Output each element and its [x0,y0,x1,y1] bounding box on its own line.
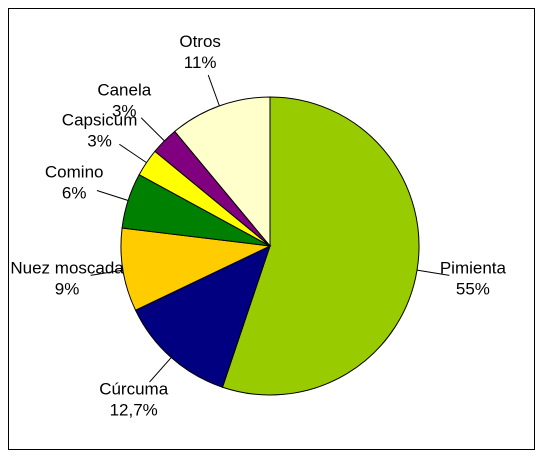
pie-slice [174,96,271,248]
category-label: Cúrcuma [99,379,169,398]
category-label: Canela [97,80,151,99]
category-label: Pimienta [440,259,507,278]
category-label: Otros [179,32,221,51]
leader-line [416,269,450,276]
value-label: 12,7% [110,400,158,419]
leader-line [207,74,220,107]
pie-slice [120,227,272,311]
value-label: 55% [456,280,490,299]
value-label: 9% [55,280,80,299]
value-label: 6% [62,184,87,203]
value-label: 11% [184,53,217,72]
category-label: Capsicum [62,110,138,129]
leader-line [119,143,147,164]
pie-slice [221,96,420,396]
value-label: 3% [112,101,137,120]
leader-line [149,357,172,383]
leader-line [96,190,129,201]
value-label: 3% [87,131,112,150]
category-label: Nuez moscada [10,259,124,278]
category-label: Comino [45,163,104,182]
leader-line [90,269,124,276]
leader-line [140,117,165,142]
